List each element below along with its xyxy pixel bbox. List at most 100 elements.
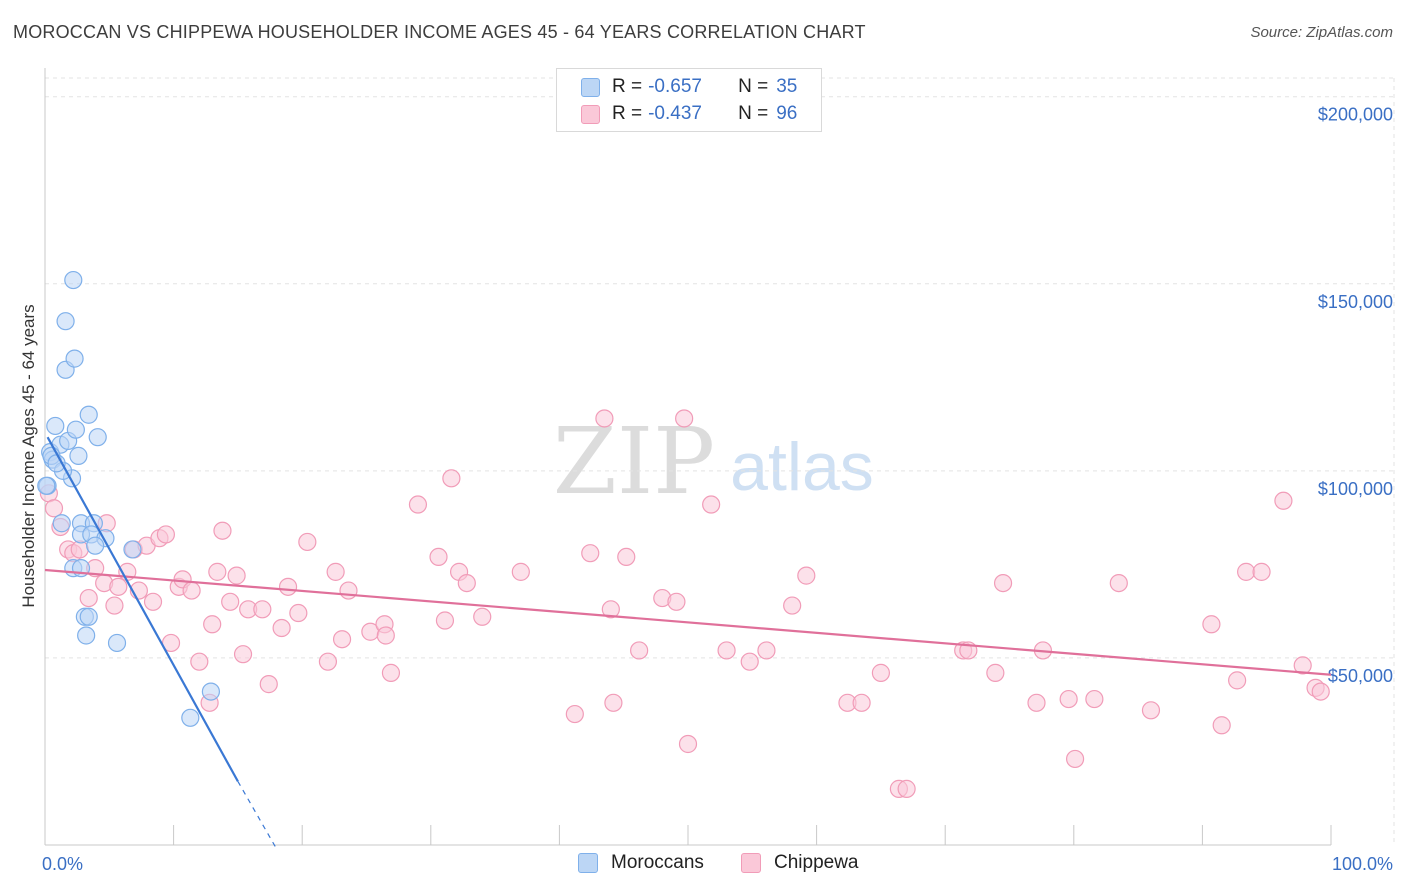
legend-swatch-moroccans (581, 77, 600, 97)
chippewa-point (473, 607, 492, 626)
legend-row-moroccans: R = -0.657 N = 35 (581, 75, 797, 99)
series-swatch-moroccans (578, 853, 598, 873)
chippewa-point (376, 626, 395, 645)
chippewa-point (1109, 573, 1128, 593)
chippewa-point (617, 547, 636, 567)
chippewa-point (326, 562, 345, 581)
chippewa-point (604, 693, 623, 712)
chippewa-point (221, 592, 240, 611)
moroccans-point (56, 312, 75, 331)
chippewa-point (757, 641, 776, 660)
chart-title: MOROCCAN VS CHIPPEWA HOUSEHOLDER INCOME … (13, 22, 866, 42)
chippewa-point (1059, 689, 1078, 709)
chippewa-point (986, 663, 1005, 682)
chippewa-point (1293, 656, 1312, 675)
x-tick-label-min: 0.0% (42, 854, 83, 874)
chippewa-point (897, 779, 916, 798)
chippewa-point (852, 693, 871, 712)
chippewa-point (79, 588, 98, 608)
chippewa-point (442, 469, 461, 488)
chippewa-point (259, 675, 278, 694)
chippewa-point (1274, 491, 1293, 510)
series-legend-chippewa[interactable]: Chippewa (741, 852, 859, 874)
moroccans-trendline (46, 436, 239, 782)
y-tick-label: $150,000 (1318, 292, 1393, 312)
legend-n-value: 35 (776, 76, 798, 97)
chippewa-point (105, 596, 124, 615)
chippewa-point (339, 581, 358, 600)
chippewa-point (630, 641, 649, 660)
chippewa-point (1311, 682, 1330, 701)
chippewa-point (797, 566, 816, 585)
y-tick-label: $50,000 (1328, 666, 1393, 686)
moroccans-point (66, 420, 85, 439)
chippewa-point (871, 663, 891, 682)
series-label-chippewa: Chippewa (774, 852, 859, 873)
legend-row-chippewa: R = -0.437 N = 96 (581, 102, 797, 126)
chippewa-point (190, 652, 209, 671)
chippewa-point (1141, 701, 1161, 720)
moroccans-point (77, 626, 96, 645)
moroccans-point (79, 607, 98, 626)
chippewa-point (1202, 615, 1221, 634)
stats-legend: R = -0.657 N = 35 R = -0.437 N = 96 (556, 68, 822, 132)
chippewa-point (595, 409, 614, 428)
chippewa-point (581, 544, 600, 563)
chippewa-point (675, 409, 694, 428)
moroccans-point (65, 349, 84, 368)
chippewa-point (511, 562, 530, 581)
legend-r-value: -0.657 (648, 76, 702, 97)
chippewa-point (1237, 562, 1256, 581)
chippewa-trendline (44, 568, 1332, 676)
legend-n-value: 96 (776, 103, 798, 124)
legend-n-label: N = (738, 76, 769, 97)
chippewa-point (1065, 749, 1085, 769)
chippewa-point (253, 600, 272, 619)
legend-r-value: -0.437 (648, 103, 702, 124)
chippewa-point (213, 521, 232, 540)
chippewa-point (1027, 693, 1046, 712)
chippewa-point (565, 704, 584, 724)
chippewa-point (429, 547, 448, 567)
moroccans-point (201, 682, 220, 701)
series-legend: Moroccans Chippewa (0, 852, 1406, 878)
chippewa-point (44, 499, 64, 518)
x-tick-label-max: 100.0% (1332, 854, 1393, 874)
chippewa-point (289, 603, 308, 623)
moroccans-point (52, 514, 71, 533)
chippewa-point (227, 566, 246, 585)
legend-n-label: N = (738, 103, 769, 124)
chippewa-point (717, 641, 736, 660)
y-axis-title: Householder Income Ages 45 - 64 years (19, 304, 38, 608)
chippewa-point (1252, 562, 1271, 581)
chippewa-point (601, 600, 620, 619)
chippewa-point (740, 652, 759, 671)
moroccans-trendline-extension (237, 781, 278, 850)
chippewa-point (278, 577, 298, 596)
watermark-atlas: atlas (730, 429, 874, 505)
y-tick-label: $200,000 (1318, 105, 1393, 125)
y-tick-label: $100,000 (1318, 479, 1393, 499)
chippewa-point (182, 581, 201, 600)
moroccans-point (181, 708, 200, 727)
chippewa-point (272, 618, 291, 638)
chippewa-point (678, 734, 698, 754)
chippewa-point (993, 573, 1013, 593)
chippewa-point (1212, 716, 1231, 735)
moroccans-point (46, 416, 65, 436)
chippewa-point (408, 495, 428, 514)
moroccans-point (88, 428, 107, 447)
series-swatch-chippewa (741, 853, 761, 873)
moroccans-point (37, 476, 56, 495)
chippewa-point (457, 573, 476, 593)
chippewa-point (332, 630, 352, 649)
moroccans-point (123, 540, 142, 559)
chippewa-point (318, 652, 338, 671)
moroccans-point (69, 446, 88, 465)
chippewa-point (109, 577, 128, 596)
series-legend-moroccans[interactable]: Moroccans (578, 852, 704, 874)
chippewa-point (783, 596, 802, 615)
series-label-moroccans: Moroccans (611, 852, 704, 873)
chippewa-point (298, 532, 317, 552)
chippewa-point (70, 540, 89, 559)
